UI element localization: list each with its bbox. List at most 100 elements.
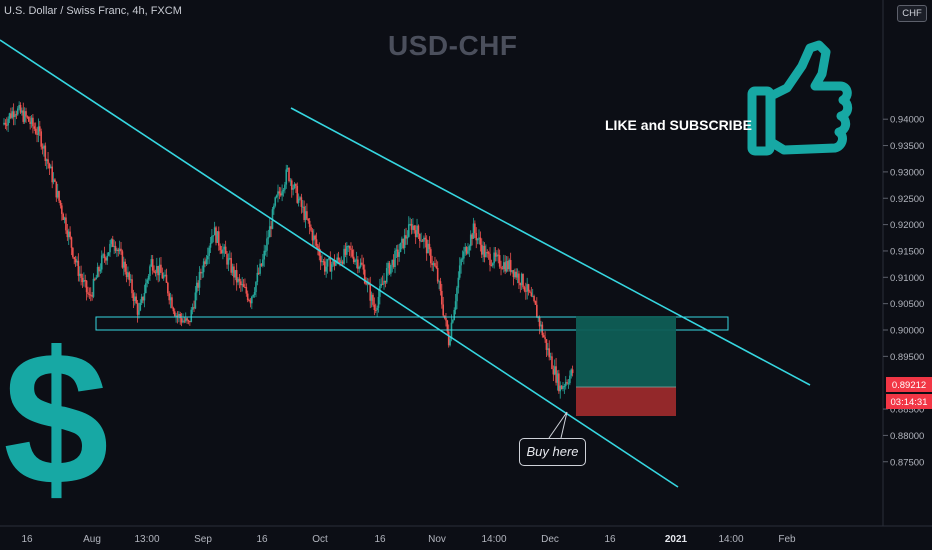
- candle-body: [290, 180, 293, 190]
- candle-body: [84, 280, 87, 282]
- candle-body: [23, 111, 26, 122]
- candle-body: [357, 259, 359, 269]
- candle-body: [211, 236, 213, 244]
- candle-body: [500, 266, 502, 269]
- resistance-zone[interactable]: [95, 316, 729, 331]
- candle-body: [189, 320, 191, 323]
- x-tick-label: Feb: [778, 534, 796, 545]
- last-price-label: [886, 377, 932, 392]
- candle-body: [478, 237, 480, 239]
- candle-body: [107, 252, 110, 256]
- candle-body: [202, 261, 205, 273]
- candle-body: [96, 267, 99, 278]
- candle-body: [66, 230, 69, 238]
- candle-body: [259, 263, 261, 274]
- y-tick-label: 0.89500: [890, 352, 924, 363]
- candle-body: [388, 262, 391, 274]
- candle-body: [249, 300, 252, 304]
- candle-body: [317, 245, 319, 249]
- candle-body: [256, 272, 259, 282]
- candle-body: [332, 259, 334, 265]
- candle-body: [33, 126, 36, 129]
- candle-body: [255, 281, 257, 293]
- lower-trendline[interactable]: [0, 39, 679, 488]
- candle-body: [530, 292, 533, 297]
- candle-body: [201, 272, 204, 274]
- profit-box[interactable]: [576, 316, 676, 387]
- candle-body: [179, 313, 182, 319]
- candle-body: [392, 259, 395, 268]
- candle-body: [240, 281, 242, 286]
- candle-body: [384, 280, 387, 283]
- candle-body: [178, 313, 180, 316]
- candle-body: [480, 244, 483, 255]
- candle-body: [465, 247, 468, 254]
- candle-body: [65, 217, 67, 231]
- candle-body: [307, 218, 310, 221]
- candle-body: [343, 248, 345, 264]
- candle-body: [321, 261, 323, 263]
- candle-body: [373, 304, 376, 311]
- candle-body: [52, 179, 55, 183]
- candle-body: [372, 294, 374, 305]
- candle-body: [522, 273, 524, 288]
- candle-body: [526, 284, 528, 292]
- candle-body: [569, 375, 571, 384]
- candle-body: [423, 237, 425, 242]
- candle-body: [552, 369, 555, 375]
- candle-body: [231, 266, 234, 273]
- candle-body: [446, 320, 449, 332]
- candle-body: [186, 318, 188, 321]
- candle-body: [471, 234, 473, 239]
- price-axis[interactable]: 0.94000 0.93500 0.93000 0.92500 0.92000 0.915…: [883, 115, 924, 469]
- buy-callout-pointer: [548, 411, 568, 439]
- candle-body: [430, 249, 432, 264]
- candle-body: [308, 220, 311, 227]
- candle-body: [217, 231, 220, 246]
- candle-body: [168, 293, 171, 301]
- candle-body: [417, 225, 420, 234]
- candle-body: [410, 223, 413, 230]
- currency-button[interactable]: CHF: [897, 5, 927, 22]
- candle-body: [571, 369, 574, 374]
- candle-body: [45, 159, 48, 162]
- x-tick-label: 2021: [665, 534, 688, 545]
- candle-body: [279, 193, 282, 196]
- time-axis[interactable]: 16 Aug 13:00 Sep 16 Oct 16 Nov 14:00 Dec 16 2021 14:…: [21, 534, 796, 545]
- candle-body: [558, 373, 560, 392]
- loss-box[interactable]: [576, 387, 676, 416]
- y-tick-label: 0.92000: [890, 220, 924, 231]
- candle-body: [48, 163, 51, 169]
- candle-body: [527, 284, 530, 292]
- chart-title: USD-CHF: [388, 30, 518, 61]
- candle-body: [511, 270, 513, 272]
- upper-trendline[interactable]: [290, 107, 811, 386]
- candle-body: [350, 248, 352, 251]
- candle-body: [379, 286, 381, 297]
- candle-body: [479, 237, 482, 245]
- candle-body: [534, 301, 537, 305]
- candle-body: [164, 274, 166, 276]
- candle-body: [482, 245, 484, 255]
- candle-body: [497, 254, 500, 256]
- candle-body: [508, 260, 511, 270]
- buy-here-callout[interactable]: Buy here: [519, 438, 586, 466]
- candle-body: [383, 280, 385, 285]
- candle-body: [501, 268, 504, 270]
- candle-body: [263, 250, 266, 260]
- candle-body: [25, 111, 27, 117]
- x-tick-label: Aug: [83, 534, 101, 545]
- candle-body: [213, 227, 216, 236]
- candle-body: [154, 272, 157, 274]
- candle-body: [551, 356, 553, 370]
- candle-body: [266, 238, 268, 251]
- candle-body: [34, 128, 37, 134]
- candle-body: [176, 315, 179, 317]
- x-tick-label: 13:00: [134, 534, 159, 545]
- candle-body: [533, 296, 535, 302]
- candle-body: [391, 259, 394, 265]
- candle-body: [69, 231, 71, 238]
- candle-body: [416, 225, 418, 238]
- candle-body: [567, 383, 570, 385]
